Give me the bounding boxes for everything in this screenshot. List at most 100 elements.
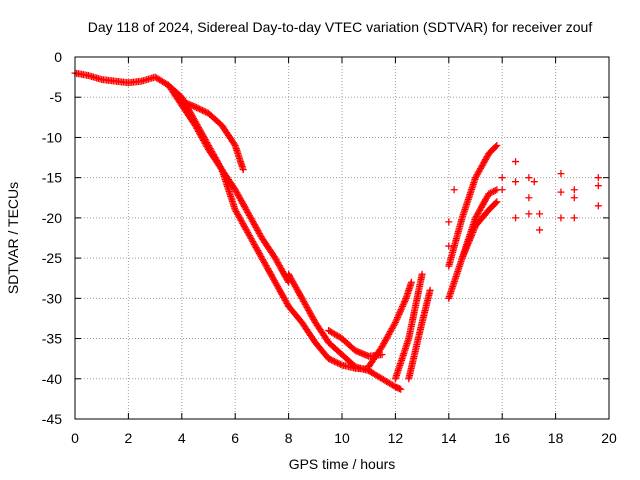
data-point xyxy=(478,162,486,170)
data-point xyxy=(470,225,478,233)
data-point xyxy=(295,288,303,296)
data-point xyxy=(231,206,239,214)
data-point xyxy=(300,297,308,305)
data-point xyxy=(445,242,453,250)
data-point xyxy=(306,309,314,317)
data-point xyxy=(297,293,305,301)
data-point xyxy=(485,190,493,198)
data-point xyxy=(277,289,285,297)
data-point xyxy=(469,228,477,236)
data-point xyxy=(239,199,247,207)
data-point xyxy=(255,250,263,258)
data-point xyxy=(241,224,249,232)
x-tick-label: 0 xyxy=(71,430,79,446)
data-point xyxy=(397,385,405,393)
data-point xyxy=(458,254,466,262)
data-point xyxy=(251,222,259,230)
data-point xyxy=(231,186,239,194)
data-point xyxy=(277,265,285,273)
x-tick-label: 6 xyxy=(231,430,239,446)
data-point xyxy=(391,318,399,326)
data-point xyxy=(240,202,248,210)
data-point xyxy=(250,239,258,247)
data-point xyxy=(243,207,251,215)
data-point xyxy=(254,247,262,255)
data-point xyxy=(525,194,533,202)
x-tick-label: 20 xyxy=(601,430,617,446)
data-point xyxy=(237,216,245,224)
y-tick-label: -45 xyxy=(42,411,62,427)
data-point xyxy=(469,227,477,235)
data-point xyxy=(307,311,315,319)
data-point xyxy=(293,285,301,293)
data-point xyxy=(201,139,209,147)
data-point xyxy=(491,187,499,195)
data-point xyxy=(498,186,506,194)
data-point xyxy=(271,278,279,286)
data-point xyxy=(270,275,278,283)
data-point xyxy=(396,309,404,317)
data-point xyxy=(480,159,488,167)
data-point xyxy=(198,133,206,141)
data-point xyxy=(418,270,426,278)
data-point xyxy=(260,259,268,267)
data-point xyxy=(481,197,489,205)
data-point xyxy=(194,126,202,134)
data-point xyxy=(197,132,205,140)
data-point xyxy=(407,278,415,286)
data-point xyxy=(248,236,256,244)
data-point xyxy=(473,171,481,179)
data-point xyxy=(282,298,290,306)
data-point xyxy=(464,240,472,248)
y-tick-label: -30 xyxy=(42,290,62,306)
data-point xyxy=(275,260,283,268)
data-point xyxy=(194,127,202,135)
data-point xyxy=(234,190,242,198)
data-point xyxy=(251,242,259,250)
data-point xyxy=(255,248,263,256)
y-tick-label: -15 xyxy=(42,170,62,186)
data-point xyxy=(266,269,274,277)
data-point xyxy=(401,298,409,306)
x-axis-label: GPS time / hours xyxy=(289,456,396,472)
data-point xyxy=(262,262,270,270)
data-point xyxy=(390,321,398,329)
data-point xyxy=(474,169,482,177)
data-point xyxy=(391,320,399,328)
data-point xyxy=(279,292,287,300)
data-point xyxy=(200,138,208,146)
data-point xyxy=(490,187,498,195)
data-point xyxy=(274,283,282,291)
data-point xyxy=(303,303,311,311)
data-point xyxy=(493,198,501,206)
data-point xyxy=(241,204,249,212)
data-point xyxy=(243,227,251,235)
data-point xyxy=(383,334,391,342)
data-point xyxy=(299,296,307,304)
data-point xyxy=(199,135,207,143)
data-point xyxy=(308,312,316,320)
data-point xyxy=(267,271,275,279)
data-point xyxy=(394,314,402,322)
data-point xyxy=(275,286,283,294)
data-point xyxy=(382,335,390,343)
data-point xyxy=(272,280,280,288)
data-point xyxy=(465,236,473,244)
data-point xyxy=(257,253,265,261)
y-tick-label: 0 xyxy=(54,49,62,65)
data-point xyxy=(285,272,293,280)
data-point xyxy=(279,268,287,276)
data-point xyxy=(483,193,491,201)
data-point xyxy=(459,253,467,261)
data-point xyxy=(467,232,475,240)
data-point xyxy=(302,302,310,310)
data-point xyxy=(479,200,487,208)
data-point xyxy=(399,302,407,310)
data-point xyxy=(256,251,264,259)
data-point xyxy=(269,274,277,282)
data-point xyxy=(389,323,397,331)
data-point xyxy=(525,174,533,182)
data-point xyxy=(272,256,280,264)
data-point xyxy=(401,296,409,304)
data-point xyxy=(594,174,602,182)
